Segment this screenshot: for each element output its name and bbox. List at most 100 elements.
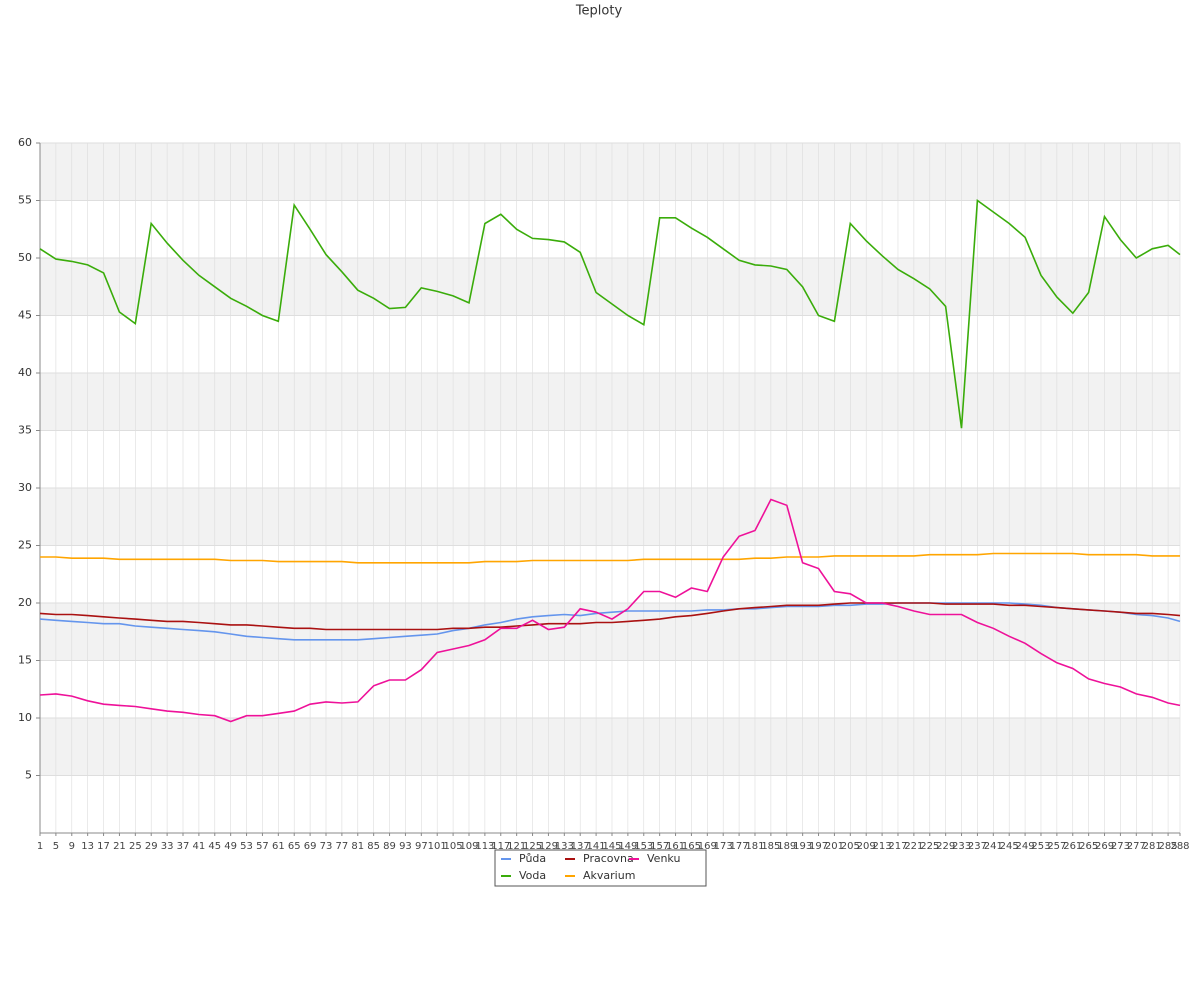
x-tick-label: 193: [793, 841, 812, 852]
x-tick-label: 153: [634, 841, 653, 852]
x-tick-label: 1: [37, 841, 43, 852]
x-tick-label: 85: [367, 841, 380, 852]
legend-label: Voda: [519, 869, 546, 882]
y-tick-label: 15: [18, 654, 32, 667]
x-tick-label: 169: [698, 841, 717, 852]
legend-label: Venku: [647, 852, 680, 865]
y-tick-label: 50: [18, 251, 32, 264]
x-tick-label: 257: [1047, 841, 1066, 852]
x-tick-label: 265: [1079, 841, 1098, 852]
y-tick-label: 35: [18, 424, 32, 437]
y-tick-label: 20: [18, 596, 32, 609]
x-tick-label: 145: [602, 841, 621, 852]
x-tick-label: 73: [320, 841, 333, 852]
x-tick-label: 77: [336, 841, 349, 852]
x-tick-label: 217: [888, 841, 907, 852]
x-tick-label: 21: [113, 841, 126, 852]
x-tick-label: 97: [415, 841, 428, 852]
x-tick-label: 189: [777, 841, 796, 852]
y-tick-label: 55: [18, 194, 32, 207]
x-tick-label: 241: [984, 841, 1003, 852]
x-tick-label: 81: [351, 841, 364, 852]
x-tick-label: 53: [240, 841, 253, 852]
x-tick-label: 41: [193, 841, 206, 852]
x-tick-label: 205: [841, 841, 860, 852]
x-tick-label: 185: [761, 841, 780, 852]
series-line: [39, 602, 1181, 641]
x-tick-label: 141: [587, 841, 606, 852]
x-tick-label: 209: [857, 841, 876, 852]
series-line: [39, 602, 1181, 631]
x-tick-label: 61: [272, 841, 285, 852]
x-tick-label: 13: [81, 841, 94, 852]
x-tick-label: 173: [714, 841, 733, 852]
x-tick-label: 197: [809, 841, 828, 852]
x-tick-label: 5: [53, 841, 59, 852]
x-tick-label: 17: [97, 841, 110, 852]
x-tick-label: 93: [399, 841, 412, 852]
x-tick-label: 33: [161, 841, 174, 852]
grid-band: [40, 143, 1180, 201]
x-tick-label: 133: [555, 841, 574, 852]
series-line: [39, 199, 1181, 429]
grid-band: [40, 488, 1180, 546]
x-tick-label: 121: [507, 841, 526, 852]
x-tick-label: 149: [618, 841, 637, 852]
x-tick-label: 237: [968, 841, 987, 852]
x-tick-label: 249: [1016, 841, 1035, 852]
x-tick-label: 165: [682, 841, 701, 852]
x-tick-label: 37: [177, 841, 190, 852]
y-tick-label: 45: [18, 309, 32, 322]
y-tick-label: 30: [18, 481, 32, 494]
legend-label: Akvarium: [583, 869, 635, 882]
y-tick-label: 10: [18, 711, 32, 724]
chart-title: Teploty: [575, 4, 623, 19]
x-tick-label: 273: [1111, 841, 1130, 852]
y-tick-label: 60: [18, 136, 32, 149]
x-tick-label: 253: [1031, 841, 1050, 852]
legend-label: Půda: [519, 852, 546, 865]
x-tick-label: 285: [1159, 841, 1178, 852]
x-tick-label: 277: [1127, 841, 1146, 852]
x-tick-label: 225: [920, 841, 939, 852]
series-line: [39, 498, 1181, 723]
x-tick-label: 101: [428, 841, 447, 852]
x-tick-label: 201: [825, 841, 844, 852]
x-tick-label: 269: [1095, 841, 1114, 852]
x-tick-label: 57: [256, 841, 269, 852]
x-tick-label: 281: [1143, 841, 1162, 852]
x-tick-label: 221: [904, 841, 923, 852]
x-tick-label: 25: [129, 841, 142, 852]
x-tick-label: 161: [666, 841, 685, 852]
x-tick-label: 288: [1170, 841, 1189, 852]
x-tick-label: 177: [730, 841, 749, 852]
x-tick-label: 65: [288, 841, 301, 852]
x-tick-label: 245: [1000, 841, 1019, 852]
series-line: [40, 552, 1180, 564]
x-tick-label: 213: [873, 841, 892, 852]
x-tick-label: 117: [491, 841, 510, 852]
x-tick-label: 113: [475, 841, 494, 852]
x-tick-label: 89: [383, 841, 396, 852]
x-tick-label: 181: [745, 841, 764, 852]
x-tick-label: 261: [1063, 841, 1082, 852]
x-tick-label: 45: [208, 841, 221, 852]
grid-band: [40, 718, 1180, 776]
y-tick-label: 5: [25, 769, 32, 782]
y-tick-label: 40: [18, 366, 32, 379]
x-tick-label: 233: [952, 841, 971, 852]
x-tick-label: 9: [69, 841, 75, 852]
grid-band: [40, 373, 1180, 431]
x-tick-label: 69: [304, 841, 317, 852]
y-tick-label: 25: [18, 539, 32, 552]
x-tick-label: 129: [539, 841, 558, 852]
legend-label: Pracovna: [583, 852, 634, 865]
x-tick-label: 125: [523, 841, 542, 852]
x-tick-label: 49: [224, 841, 237, 852]
x-tick-label: 29: [145, 841, 158, 852]
legend-box: [494, 849, 707, 887]
x-tick-label: 109: [459, 841, 478, 852]
x-tick-label: 105: [444, 841, 463, 852]
x-tick-label: 137: [571, 841, 590, 852]
